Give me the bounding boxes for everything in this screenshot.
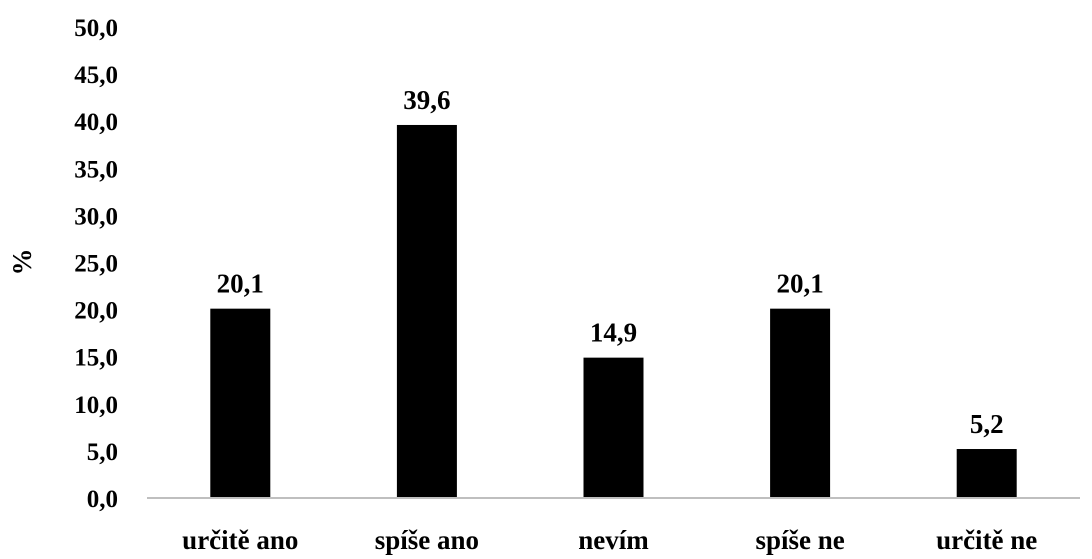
y-tick-label: 20,0	[74, 298, 118, 325]
y-tick-label: 45,0	[74, 62, 118, 89]
bar	[396, 124, 457, 498]
x-axis-labels: určitě ano spíše ano nevím spíše ne určitě n…	[182, 525, 1037, 555]
y-tick-label: 50,0	[74, 15, 118, 42]
x-tick-label: určitě ne	[936, 525, 1037, 555]
y-axis-label: %	[7, 249, 37, 276]
bar-value-label: 39,6	[403, 85, 450, 115]
bar-value-label: 20,1	[217, 269, 264, 299]
y-tick-label: 30,0	[74, 203, 118, 230]
bar	[770, 308, 831, 498]
y-tick-label: 5,0	[87, 439, 118, 466]
bar-value-label: 20,1	[776, 269, 823, 299]
y-tick-label: 15,0	[74, 345, 118, 372]
y-axis-ticks: 0,0 5,0 10,0 15,0 20,0 25,0 30,0 35,0 40,0 45,0 50…	[74, 15, 118, 513]
x-tick-label: určitě ano	[182, 525, 298, 555]
bar	[956, 449, 1017, 498]
bars	[210, 124, 1017, 498]
y-tick-label: 25,0	[74, 251, 118, 278]
y-tick-label: 40,0	[74, 109, 118, 136]
x-tick-label: nevím	[578, 525, 649, 555]
bar	[210, 308, 271, 498]
bar	[583, 357, 644, 498]
y-tick-label: 0,0	[87, 486, 118, 513]
bar-value-label: 14,9	[590, 318, 637, 348]
y-tick-label: 35,0	[74, 156, 118, 183]
x-tick-label: spíše ne	[755, 525, 844, 555]
data-labels: 20,1 39,6 14,9 20,1 5,2	[217, 85, 1004, 439]
x-tick-label: spíše ano	[375, 525, 479, 555]
y-tick-label: 10,0	[74, 392, 118, 419]
bar-value-label: 5,2	[970, 409, 1004, 439]
